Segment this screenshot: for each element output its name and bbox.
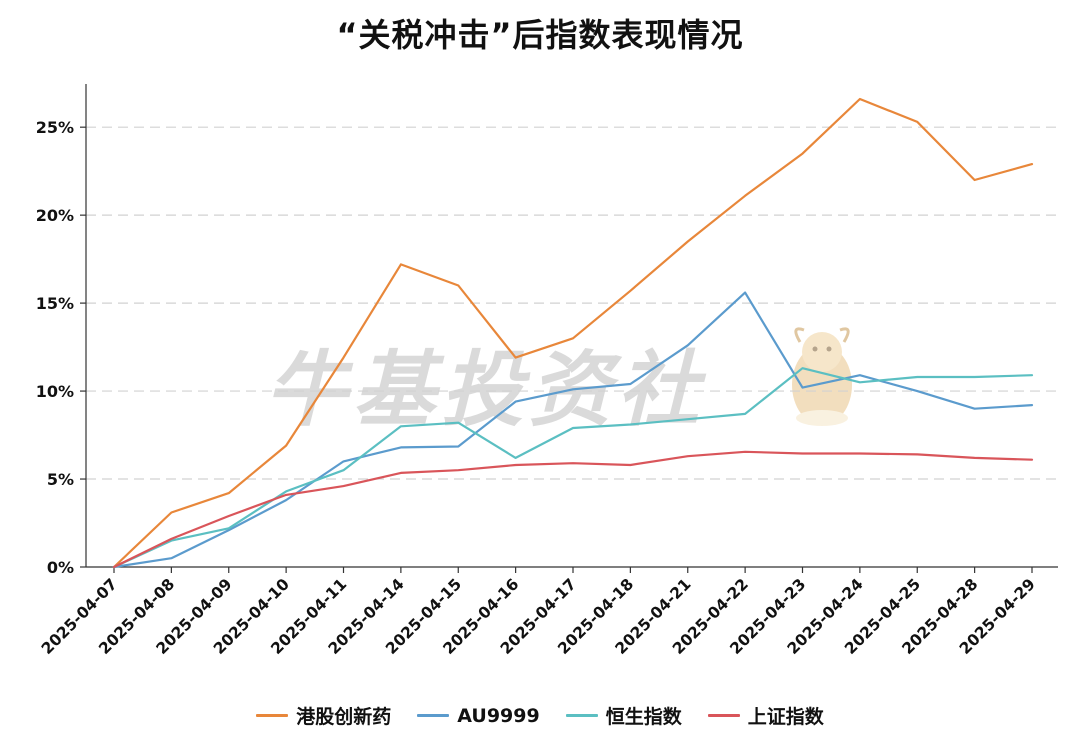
grid [86,126,1058,480]
y-tick-label: 25% [36,118,74,137]
y-tick-label: 0% [47,558,74,577]
mascot-icon [792,327,852,426]
legend-swatch [565,714,598,717]
series-lines [112,97,1034,569]
legend-label: AU9999 [457,704,540,727]
legend-swatch [417,714,450,717]
legend: 港股创新药 AU9999 恒生指数 上证指数 [0,702,1080,729]
legend-label: 上证指数 [747,706,824,728]
legend-label: 恒生指数 [605,706,682,728]
legend-swatch [256,714,289,717]
series-line-1 [112,97,1034,569]
legend-item: 上证指数 [707,702,824,729]
y-tick-label: 5% [47,470,74,489]
watermark: 牛基投资社 [265,327,852,438]
y-tick-label: 10% [36,382,74,401]
y-tick-label: 15% [36,294,74,313]
legend-item: 港股创新药 [256,702,391,729]
legend-item: 恒生指数 [565,702,682,729]
legend-label: 港股创新药 [296,706,392,728]
watermark-text: 牛基投资社 [265,343,707,438]
series-line-3 [112,367,1034,569]
series-line-4 [112,450,1034,569]
chart-title: “关税冲击”后指数表现情况 [336,16,744,54]
legend-swatch [707,714,740,717]
y-tick-label: 20% [36,206,74,225]
legend-item: AU9999 [417,702,540,729]
